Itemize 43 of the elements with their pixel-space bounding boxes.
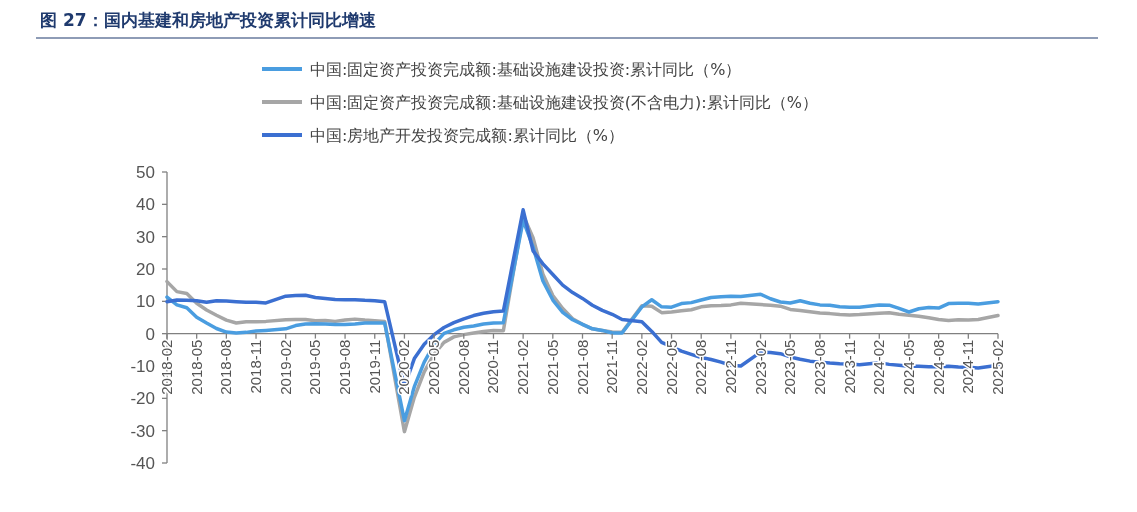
y-tick-label: 20	[136, 260, 155, 279]
y-tick-label: 40	[136, 195, 155, 215]
x-tick-label: 2018-11	[247, 339, 265, 394]
x-tick-label: 2020-02	[395, 339, 413, 395]
legend-label: 中国:固定资产投资完成额:基础设施建设投资(不含电力):累计同比（%）	[310, 93, 818, 112]
x-tick-label: 2023-05	[781, 339, 799, 395]
x-tick-label: 2019-05	[306, 339, 324, 395]
legend-label: 中国:房地产开发投资完成额:累计同比（%）	[310, 126, 624, 145]
x-tick-label: 2020-05	[425, 339, 443, 395]
x-tick-label: 2024-05	[899, 339, 917, 395]
x-tick-label: 2022-08	[692, 339, 710, 395]
x-tick-label: 2022-11	[721, 339, 739, 394]
x-tick-label: 2022-05	[662, 339, 680, 395]
y-tick-label: -30	[130, 421, 155, 441]
chart-title: 图 27：国内基建和房地产投资累计同比增速	[40, 10, 376, 30]
x-tick-label: 2024-02	[870, 339, 888, 395]
y-tick-label: 0	[145, 324, 155, 344]
x-tick-label: 2025-02	[989, 339, 1006, 395]
x-tick-label: 2023-02	[751, 339, 769, 395]
x-tick-label: 2024-08	[929, 339, 947, 395]
y-tick-label: 30	[136, 227, 155, 247]
x-tick-label: 2021-05	[543, 339, 561, 395]
y-tick-label: 50	[136, 163, 155, 182]
y-tick-label: 10	[136, 292, 155, 312]
x-tick-label: 2018-08	[217, 339, 235, 395]
y-tick-label: -20	[130, 389, 155, 409]
x-tick-label: 2023-11	[840, 339, 858, 394]
x-tick-label: 2018-05	[187, 339, 205, 395]
x-tick-label: 2019-08	[336, 339, 354, 395]
x-tick-label: 2021-02	[514, 339, 532, 395]
x-tick-label: 2024-11	[959, 339, 977, 394]
x-tick-label: 2023-08	[810, 339, 828, 395]
x-tick-label: 2019-02	[276, 339, 294, 395]
x-tick-label: 2021-11	[603, 339, 621, 394]
x-tick-label: 2022-02	[632, 339, 650, 395]
x-tick-label: 2018-02	[158, 339, 175, 395]
y-tick-label: -40	[130, 454, 155, 473]
x-tick-label: 2020-11	[484, 339, 502, 394]
x-tick-label: 2021-08	[573, 339, 591, 395]
x-tick-label: 2019-11	[365, 339, 383, 394]
y-tick-label: -10	[130, 357, 155, 376]
x-tick-label: 2020-08	[454, 339, 472, 395]
legend-label: 中国:固定资产投资完成额:基础设施建设投资:累计同比（%）	[310, 60, 742, 79]
